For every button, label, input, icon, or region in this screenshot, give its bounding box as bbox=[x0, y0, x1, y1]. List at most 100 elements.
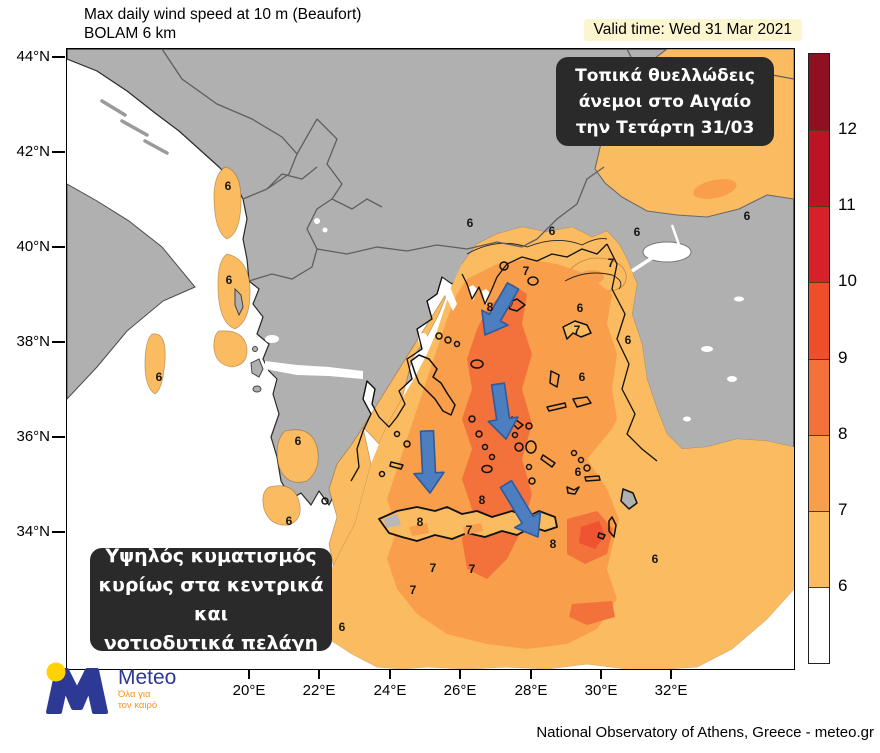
wind-contour-label: 6 bbox=[743, 209, 751, 223]
attribution-text: National Observatory of Athens, Greece -… bbox=[536, 724, 874, 741]
colorbar-segment bbox=[809, 206, 829, 283]
lon-axis-label: 30°E bbox=[584, 682, 618, 699]
lon-axis-label: 22°E bbox=[302, 682, 336, 699]
adriatic-islands bbox=[100, 99, 169, 155]
island-milos bbox=[481, 464, 493, 474]
annotation-line: άνεμοι στο Αιγαίο bbox=[578, 91, 752, 112]
annotation-line: κυρίως στα κεντρικά και bbox=[98, 573, 324, 625]
island-limnos bbox=[506, 298, 526, 312]
island-kasos bbox=[597, 532, 606, 540]
island-astypalea bbox=[566, 486, 580, 495]
island-lefkada bbox=[252, 346, 258, 352]
wind-contour-label: 6 bbox=[548, 224, 556, 238]
logo-tagline-1: Όλα για bbox=[118, 689, 151, 700]
annotation-line: Υψηλός κυματισμός bbox=[105, 544, 317, 567]
valid-time-badge: Valid time: Wed 31 Mar 2021 bbox=[583, 19, 802, 41]
wind-arrow bbox=[487, 382, 519, 440]
colorbar-tick-label: 12 bbox=[838, 119, 857, 139]
wind-contour-label: 7 bbox=[522, 264, 530, 278]
wind-contour-label: 7 bbox=[465, 523, 473, 537]
island-samothrace bbox=[527, 276, 539, 286]
lakes bbox=[314, 218, 744, 422]
lat-tick bbox=[52, 531, 65, 533]
wind-region-sw-pelop-2 bbox=[262, 485, 301, 526]
island-ikaria bbox=[546, 402, 567, 412]
wind-field-9-10 bbox=[579, 521, 605, 549]
lat-axis-label: 44°N bbox=[16, 48, 50, 65]
island-paros bbox=[514, 442, 524, 452]
lon-tick bbox=[530, 669, 532, 679]
lon-tick bbox=[670, 669, 672, 679]
coastlines-over-wind bbox=[350, 243, 658, 482]
colorbar-tick-label: 9 bbox=[838, 347, 848, 367]
sea-of-marmara bbox=[631, 224, 692, 273]
wind-contour-label: 6 bbox=[155, 370, 163, 384]
island-kos bbox=[584, 475, 601, 482]
wind-contour-label: 8 bbox=[416, 515, 424, 529]
beaufort-colorbar bbox=[808, 53, 830, 664]
meteo-logo-icon bbox=[46, 662, 108, 714]
lon-axis-label: 28°E bbox=[514, 682, 548, 699]
wind-contour-label: 8 bbox=[549, 537, 557, 551]
colorbar-tick-label: 7 bbox=[838, 499, 848, 519]
lon-axis-label: 24°E bbox=[373, 682, 407, 699]
colorbar-segment bbox=[809, 282, 829, 359]
wind-contour-label: 8 bbox=[486, 300, 494, 314]
logo-text: Meteo Όλα για τον καιρό bbox=[118, 666, 177, 712]
wind-region-albania-n bbox=[213, 166, 242, 240]
lon-axis-label: 26°E bbox=[443, 682, 477, 699]
crete-grey-patch bbox=[383, 514, 401, 528]
lat-tick bbox=[52, 151, 65, 153]
title-line-2: BOLAM 6 km bbox=[84, 25, 177, 42]
lon-axis-label: 20°E bbox=[232, 682, 266, 699]
wind-contour-label: 6 bbox=[225, 273, 233, 287]
map-title: Max daily wind speed at 10 m (Beaufort) … bbox=[84, 5, 361, 43]
colorbar-tick-label: 8 bbox=[838, 423, 848, 443]
lat-axis-label: 38°N bbox=[16, 333, 50, 350]
lon-tick bbox=[248, 669, 250, 679]
lat-axis-label: 40°N bbox=[16, 238, 50, 255]
wind-contour-label: 6 bbox=[576, 301, 584, 315]
crete-orange-patch bbox=[409, 523, 483, 536]
ionian-islands bbox=[234, 287, 264, 393]
island-hydra bbox=[389, 461, 404, 470]
island-chios bbox=[549, 370, 560, 388]
wind-contour-label: 6 bbox=[466, 216, 474, 230]
island-kythira bbox=[321, 497, 329, 505]
wind-contour-label: 6 bbox=[285, 514, 293, 528]
wind-arrows bbox=[413, 282, 542, 538]
colorbar-segment bbox=[809, 434, 829, 511]
lon-axis-label: 32°E bbox=[654, 682, 688, 699]
title-line-1: Max daily wind speed at 10 m (Beaufort) bbox=[84, 6, 362, 23]
wind-arrow bbox=[413, 429, 445, 494]
lat-tick bbox=[52, 436, 65, 438]
wind-region-albania-s bbox=[217, 253, 251, 330]
lon-tick bbox=[389, 669, 391, 679]
island-zakynthos bbox=[252, 385, 262, 393]
logo-sun-circle bbox=[46, 662, 66, 682]
lon-tick bbox=[600, 669, 602, 679]
waves-annotation-box: Υψηλός κυματισμός κυρίως στα κεντρικά και… bbox=[90, 545, 332, 654]
annotation-line: νοτιοδυτικά πελάγη bbox=[103, 631, 319, 654]
gulfs bbox=[265, 279, 490, 379]
annotation-line: Τοπικά θυελλώδεις bbox=[575, 65, 755, 86]
island-lesbos bbox=[562, 320, 592, 340]
wind-region-ionian-1 bbox=[144, 333, 166, 395]
colorbar-segment bbox=[809, 510, 829, 587]
island-samos bbox=[572, 396, 592, 408]
lat-axis-label: 42°N bbox=[16, 143, 50, 160]
wind-contour-label: 6 bbox=[338, 620, 346, 634]
colorbar-tick-label: 6 bbox=[838, 575, 848, 595]
island-naxos bbox=[525, 440, 537, 454]
italy-landmass bbox=[67, 183, 196, 400]
colorbar-segment bbox=[809, 358, 829, 435]
wind-arrow bbox=[499, 479, 542, 538]
island-karpathos bbox=[608, 516, 617, 538]
island-skyros bbox=[470, 359, 484, 369]
island-corfu bbox=[234, 287, 244, 317]
logo-brand: Meteo bbox=[118, 666, 177, 689]
colorbar-segment bbox=[809, 54, 829, 131]
colorbar-segment bbox=[809, 130, 829, 207]
logo-tagline-2: τον καιρό bbox=[118, 700, 158, 711]
